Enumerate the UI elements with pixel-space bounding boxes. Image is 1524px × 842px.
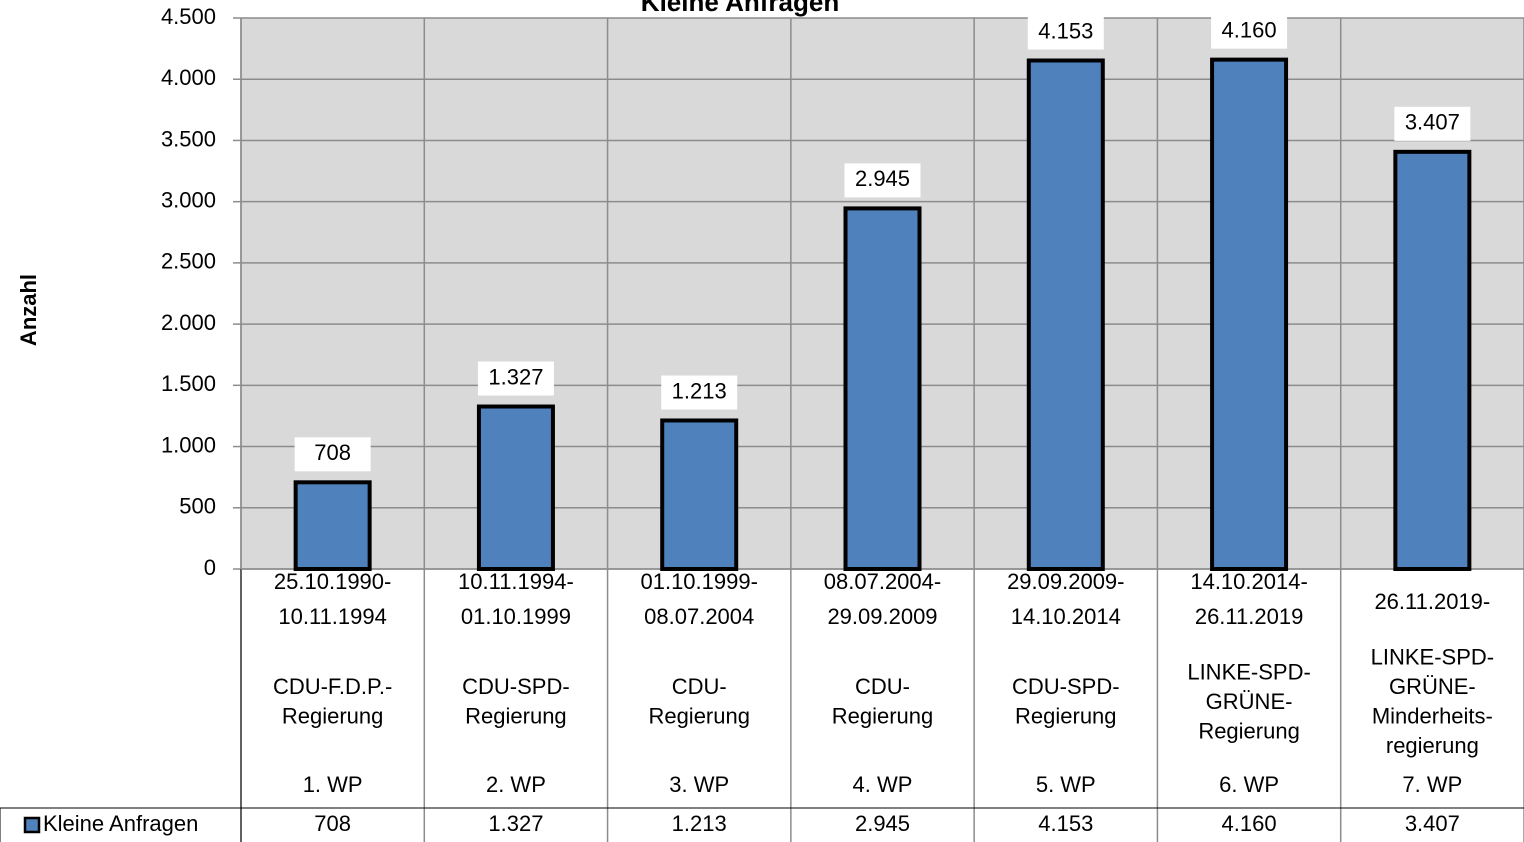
table-value: 1.327 [488, 811, 543, 836]
value-label-box [477, 361, 554, 396]
value-label: 708 [314, 440, 351, 465]
government-label: GRÜNE- [1206, 689, 1293, 714]
government-label: Minderheits- [1372, 704, 1493, 729]
y-tick-label: 0 [204, 555, 216, 580]
bar [476, 404, 555, 572]
value-label: 4.160 [1222, 17, 1277, 42]
government-label: regierung [1386, 733, 1479, 758]
period-label: 08.07.2004- [824, 569, 941, 594]
x-tick-label: 3. WP [669, 772, 729, 797]
y-axis-label: Anzahl [16, 274, 41, 346]
government-label: CDU- [672, 674, 727, 699]
y-tick-label: 1.000 [161, 432, 216, 457]
government-label: CDU- [855, 674, 910, 699]
y-tick-label: 1.500 [161, 371, 216, 396]
bar [1393, 149, 1472, 571]
y-tick-label: 2.000 [161, 310, 216, 335]
x-tick-label: 1. WP [303, 772, 363, 797]
value-label-box [844, 163, 921, 198]
government-label: Regierung [1015, 704, 1117, 729]
period-label: 10.11.1994- [458, 569, 574, 594]
government-label: Regierung [465, 704, 567, 729]
government-label: Regierung [832, 704, 934, 729]
government-label: CDU-F.D.P.- [273, 674, 392, 699]
period-label: 10.11.1994 [278, 604, 386, 629]
legend-label: Kleine Anfragen [43, 811, 198, 836]
value-label: 1.327 [488, 364, 543, 389]
value-label: 1.213 [672, 378, 727, 403]
bar [1026, 58, 1105, 572]
government-label: Regierung [1198, 718, 1300, 743]
government-label: LINKE-SPD- [1371, 645, 1494, 670]
value-label-box [1394, 106, 1471, 141]
period-label: 26.11.2019 [1195, 604, 1303, 629]
government-label: CDU-SPD- [462, 674, 570, 699]
y-tick-label: 3.000 [161, 187, 216, 212]
table-value: 2.945 [855, 811, 910, 836]
period-label: 01.10.1999 [461, 604, 571, 629]
bar [293, 480, 372, 571]
value-label: 3.407 [1405, 110, 1460, 135]
y-tick-label: 2.500 [161, 249, 216, 274]
bar [660, 418, 739, 571]
bar [843, 206, 922, 571]
period-label: 14.10.2014- [1190, 569, 1307, 594]
chart-title: Kleine Anfragen [641, 0, 839, 17]
x-tick-label: 2. WP [486, 772, 546, 797]
period-label: 29.09.2009- [1007, 569, 1124, 594]
value-label: 4.153 [1038, 18, 1093, 43]
value-label-box [1211, 14, 1288, 49]
legend-key [23, 816, 41, 834]
x-tick-label: 7. WP [1402, 772, 1462, 797]
table-value: 708 [314, 811, 351, 836]
y-tick-label: 500 [179, 494, 216, 519]
x-tick-label: 5. WP [1036, 772, 1096, 797]
government-label: LINKE-SPD- [1187, 659, 1310, 684]
period-label: 25.10.1990- [274, 569, 391, 594]
table-value: 3.407 [1405, 811, 1460, 836]
government-label: Regierung [648, 704, 750, 729]
value-label-box [661, 375, 738, 410]
value-label-box [294, 437, 371, 472]
x-tick-label: 4. WP [853, 772, 913, 797]
table-value: 4.160 [1222, 811, 1277, 836]
government-label: GRÜNE- [1389, 674, 1476, 699]
x-tick-label: 6. WP [1219, 772, 1279, 797]
value-label: 2.945 [855, 166, 910, 191]
period-label: 01.10.1999- [640, 569, 757, 594]
period-label: 14.10.2014 [1011, 604, 1121, 629]
y-tick-label: 4.000 [161, 65, 216, 90]
table-value: 1.213 [672, 811, 727, 836]
table-value: 4.153 [1038, 811, 1093, 836]
y-tick-label: 4.500 [161, 4, 216, 29]
value-label-box [1027, 15, 1104, 50]
government-label: CDU-SPD- [1012, 674, 1120, 699]
bar [1210, 57, 1289, 572]
period-label: 29.09.2009 [827, 604, 937, 629]
period-label: 08.07.2004 [644, 604, 754, 629]
period-label: 26.11.2019- [1374, 589, 1490, 614]
government-label: Regierung [282, 704, 384, 729]
y-tick-label: 3.500 [161, 126, 216, 151]
